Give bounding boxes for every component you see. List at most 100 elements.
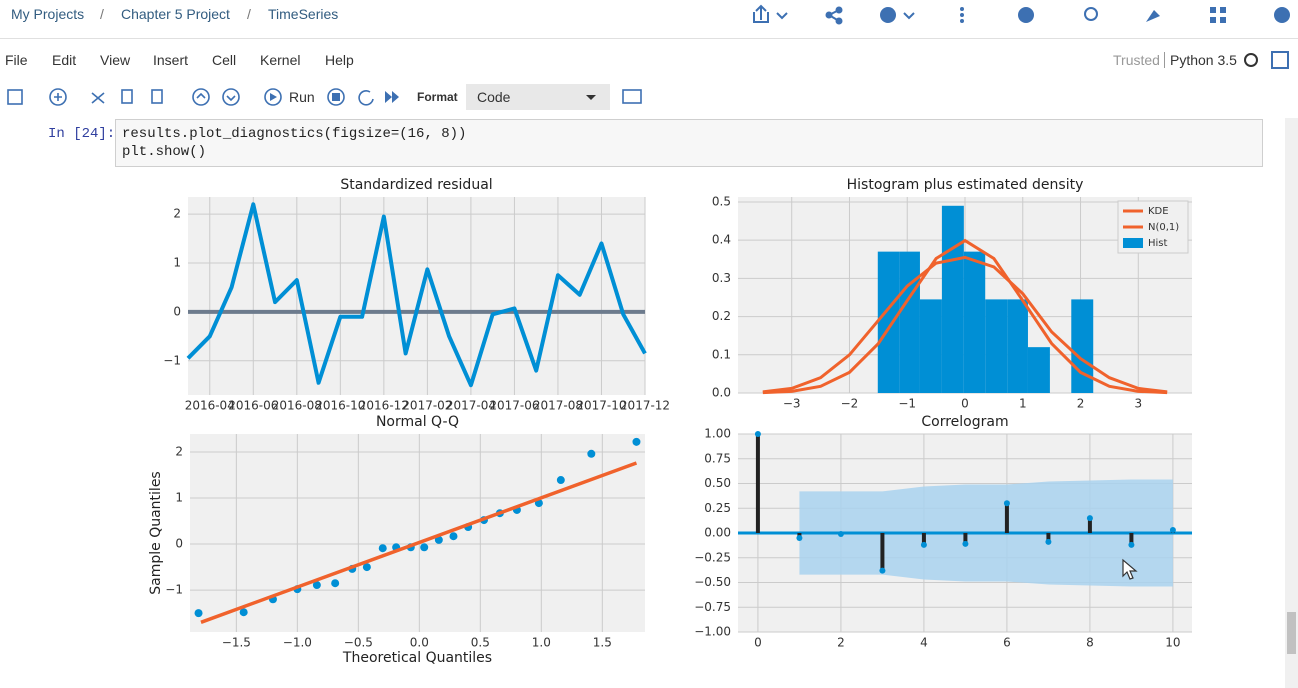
copy-button[interactable] bbox=[121, 89, 133, 104]
keyboard-button[interactable] bbox=[622, 89, 642, 104]
kernel-name: Python 3.5 bbox=[1170, 52, 1237, 68]
menu-item[interactable]: View bbox=[100, 52, 131, 68]
y-tick-label: 1.00 bbox=[704, 427, 731, 441]
share-node bbox=[835, 6, 843, 14]
grid-cell bbox=[1210, 17, 1216, 23]
x-tick-label: 2017-02 bbox=[402, 399, 452, 413]
acf-marker bbox=[754, 431, 761, 437]
top-icons bbox=[753, 4, 1290, 25]
chart-title: Standardized residual bbox=[340, 177, 492, 193]
hist-bar bbox=[1027, 347, 1050, 393]
code-cell[interactable] bbox=[115, 119, 1263, 167]
y-tick-label: 1 bbox=[175, 491, 183, 505]
qq-point bbox=[632, 437, 641, 446]
plus bbox=[54, 93, 62, 101]
hist-bar bbox=[899, 251, 920, 393]
plot-area bbox=[188, 197, 645, 395]
acf-marker bbox=[837, 530, 844, 537]
run-label[interactable]: Run bbox=[289, 89, 315, 105]
arrow bbox=[226, 95, 236, 102]
x-tick-label: 2 bbox=[837, 636, 845, 650]
add-cell-button[interactable] bbox=[49, 88, 67, 106]
restart-button[interactable] bbox=[358, 90, 374, 106]
grid-cell bbox=[1220, 7, 1226, 13]
stop-button[interactable] bbox=[327, 88, 345, 106]
select-arrow bbox=[586, 95, 596, 100]
share-node bbox=[835, 17, 843, 25]
menu-item[interactable]: Edit bbox=[52, 52, 77, 68]
chart-title: Correlogram bbox=[921, 414, 1008, 430]
x-tick-label: 2016-10 bbox=[315, 399, 365, 413]
info-icon[interactable] bbox=[1018, 7, 1034, 23]
acf-marker bbox=[1003, 500, 1010, 507]
history-icon[interactable] bbox=[1084, 7, 1098, 21]
edit-icon[interactable] bbox=[1274, 7, 1290, 23]
schedule-icon[interactable] bbox=[880, 7, 896, 23]
scrollbar-thumb[interactable] bbox=[1287, 612, 1296, 654]
y-tick-label: 0.2 bbox=[712, 309, 731, 323]
acf-marker bbox=[962, 540, 969, 547]
code-line: results.plot_diagnostics(figsize=(16, 8)… bbox=[122, 126, 467, 142]
run-button[interactable] bbox=[264, 88, 282, 106]
y-tick-label: −0.25 bbox=[694, 550, 731, 564]
move-down-button[interactable] bbox=[222, 88, 240, 106]
y-tick-label: −1.00 bbox=[694, 625, 731, 639]
grid-cell bbox=[1220, 17, 1226, 23]
hist-bar bbox=[941, 205, 964, 393]
menu-item[interactable]: Cell bbox=[212, 52, 237, 68]
reference-line bbox=[200, 461, 638, 624]
fullscreen-button[interactable] bbox=[1271, 51, 1289, 69]
legend-label: KDE bbox=[1148, 206, 1169, 217]
divider bbox=[1164, 52, 1165, 68]
menu-item[interactable]: Help bbox=[325, 52, 354, 68]
top-bar bbox=[0, 0, 1298, 39]
grid-icon[interactable] bbox=[1210, 7, 1216, 13]
menu-item[interactable]: File bbox=[5, 52, 28, 68]
breadcrumb-link[interactable]: Chapter 5 Project bbox=[121, 6, 230, 22]
y-tick-label: 0.0 bbox=[712, 386, 731, 400]
qq-point bbox=[420, 543, 429, 552]
export-icon[interactable] bbox=[753, 4, 769, 23]
acf-marker bbox=[1128, 541, 1135, 548]
y-tick-label: 1 bbox=[173, 256, 181, 270]
cell-prompt: In [24]: bbox=[48, 126, 116, 142]
chart-title: Histogram plus estimated density bbox=[847, 177, 1084, 193]
qq-point bbox=[362, 563, 371, 572]
cell-type-value[interactable]: Code bbox=[477, 89, 511, 105]
dropdown-icon[interactable] bbox=[903, 12, 915, 20]
x-tick-label: −1.5 bbox=[222, 636, 251, 650]
more-dot bbox=[960, 13, 964, 17]
menu-item[interactable]: Insert bbox=[153, 52, 189, 68]
cut-button[interactable] bbox=[91, 92, 105, 104]
qq-point bbox=[194, 609, 203, 618]
trusted-status[interactable]: Trusted bbox=[1113, 52, 1160, 68]
x-tick-label: 2016-04 bbox=[185, 399, 235, 413]
scrollbar-track bbox=[1285, 118, 1298, 688]
rocket-icon[interactable] bbox=[1146, 10, 1160, 22]
y-tick-label: 0.3 bbox=[712, 271, 731, 285]
hist-bar bbox=[1007, 299, 1028, 393]
legend-label: N(0,1) bbox=[1148, 222, 1179, 233]
x-tick-label: 2 bbox=[1077, 397, 1085, 411]
hist-bar bbox=[877, 251, 900, 393]
save-button[interactable] bbox=[7, 89, 23, 105]
x-tick-label: 4 bbox=[920, 636, 928, 650]
x-tick-label: 3 bbox=[1134, 397, 1142, 411]
more-icon[interactable] bbox=[960, 7, 964, 11]
y-tick-label: −0.50 bbox=[694, 575, 731, 589]
legend-swatch bbox=[1123, 238, 1143, 248]
y-tick-label: 0.5 bbox=[712, 194, 731, 208]
breadcrumb-current: TimeSeries bbox=[268, 6, 339, 22]
qq-point bbox=[556, 476, 565, 485]
move-up-button[interactable] bbox=[192, 88, 210, 106]
paste-button[interactable] bbox=[151, 89, 163, 104]
dropdown-icon[interactable] bbox=[776, 12, 788, 20]
menu-item[interactable]: Kernel bbox=[260, 52, 301, 68]
arrow bbox=[196, 92, 206, 99]
breadcrumb-link[interactable]: My Projects bbox=[11, 6, 85, 22]
cell-type-select[interactable] bbox=[466, 84, 610, 110]
x-tick-label: 0.0 bbox=[410, 636, 429, 650]
more-dot bbox=[960, 19, 964, 23]
x-tick-label: −2 bbox=[841, 397, 859, 411]
